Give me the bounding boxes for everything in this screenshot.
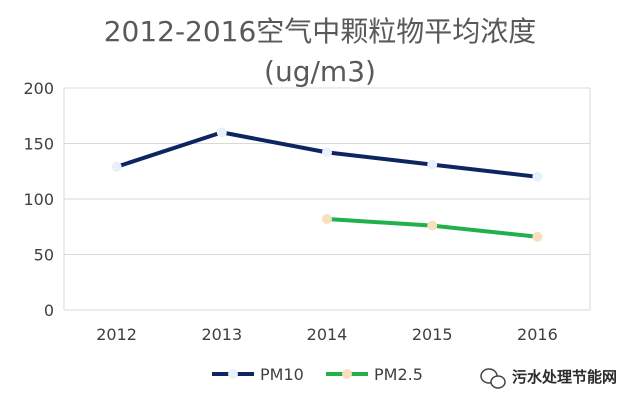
y-axis-ticks: 0 50 100 150 200 <box>23 79 54 320</box>
x-tick-label: 2012 <box>96 325 137 344</box>
data-point <box>322 213 332 224</box>
y-tick-label: 200 <box>23 79 54 98</box>
x-tick-label: 2014 <box>307 325 348 344</box>
x-tick-label: 2015 <box>412 325 453 344</box>
legend-marker-pm10 <box>228 369 238 379</box>
data-point <box>532 171 543 182</box>
legend-label-pm25: PM2.5 <box>374 365 423 384</box>
data-point <box>532 231 543 242</box>
data-point <box>216 127 227 138</box>
wechat-icon <box>480 368 506 389</box>
legend-marker-pm25 <box>342 369 352 379</box>
data-point <box>427 220 438 231</box>
data-point <box>111 161 122 172</box>
series-layer <box>111 127 543 242</box>
data-point <box>322 147 332 158</box>
y-tick-label: 100 <box>23 190 54 209</box>
chart-title-main: 2012-2016空气中颗粒物平均浓度 <box>103 15 537 48</box>
x-tick-label: 2013 <box>201 325 242 344</box>
y-tick-label: 50 <box>34 246 54 265</box>
legend-label-pm10: PM10 <box>260 365 304 384</box>
legend: PM10 PM2.5 <box>212 365 423 384</box>
watermark-text: 污水处理节能网 <box>512 368 617 386</box>
x-tick-label: 2016 <box>517 325 558 344</box>
data-point <box>427 159 438 170</box>
chart-title-unit: (ug/m3) <box>264 55 376 88</box>
watermark: 污水处理节能网 <box>480 368 617 389</box>
chart-title: 2012-2016空气中颗粒物平均浓度 (ug/m3) <box>0 12 640 92</box>
x-axis-ticks: 2012 2013 2014 2015 2016 <box>96 325 558 344</box>
grid-lines <box>63 87 591 311</box>
y-tick-label: 150 <box>23 135 54 154</box>
y-tick-label: 0 <box>44 301 54 320</box>
